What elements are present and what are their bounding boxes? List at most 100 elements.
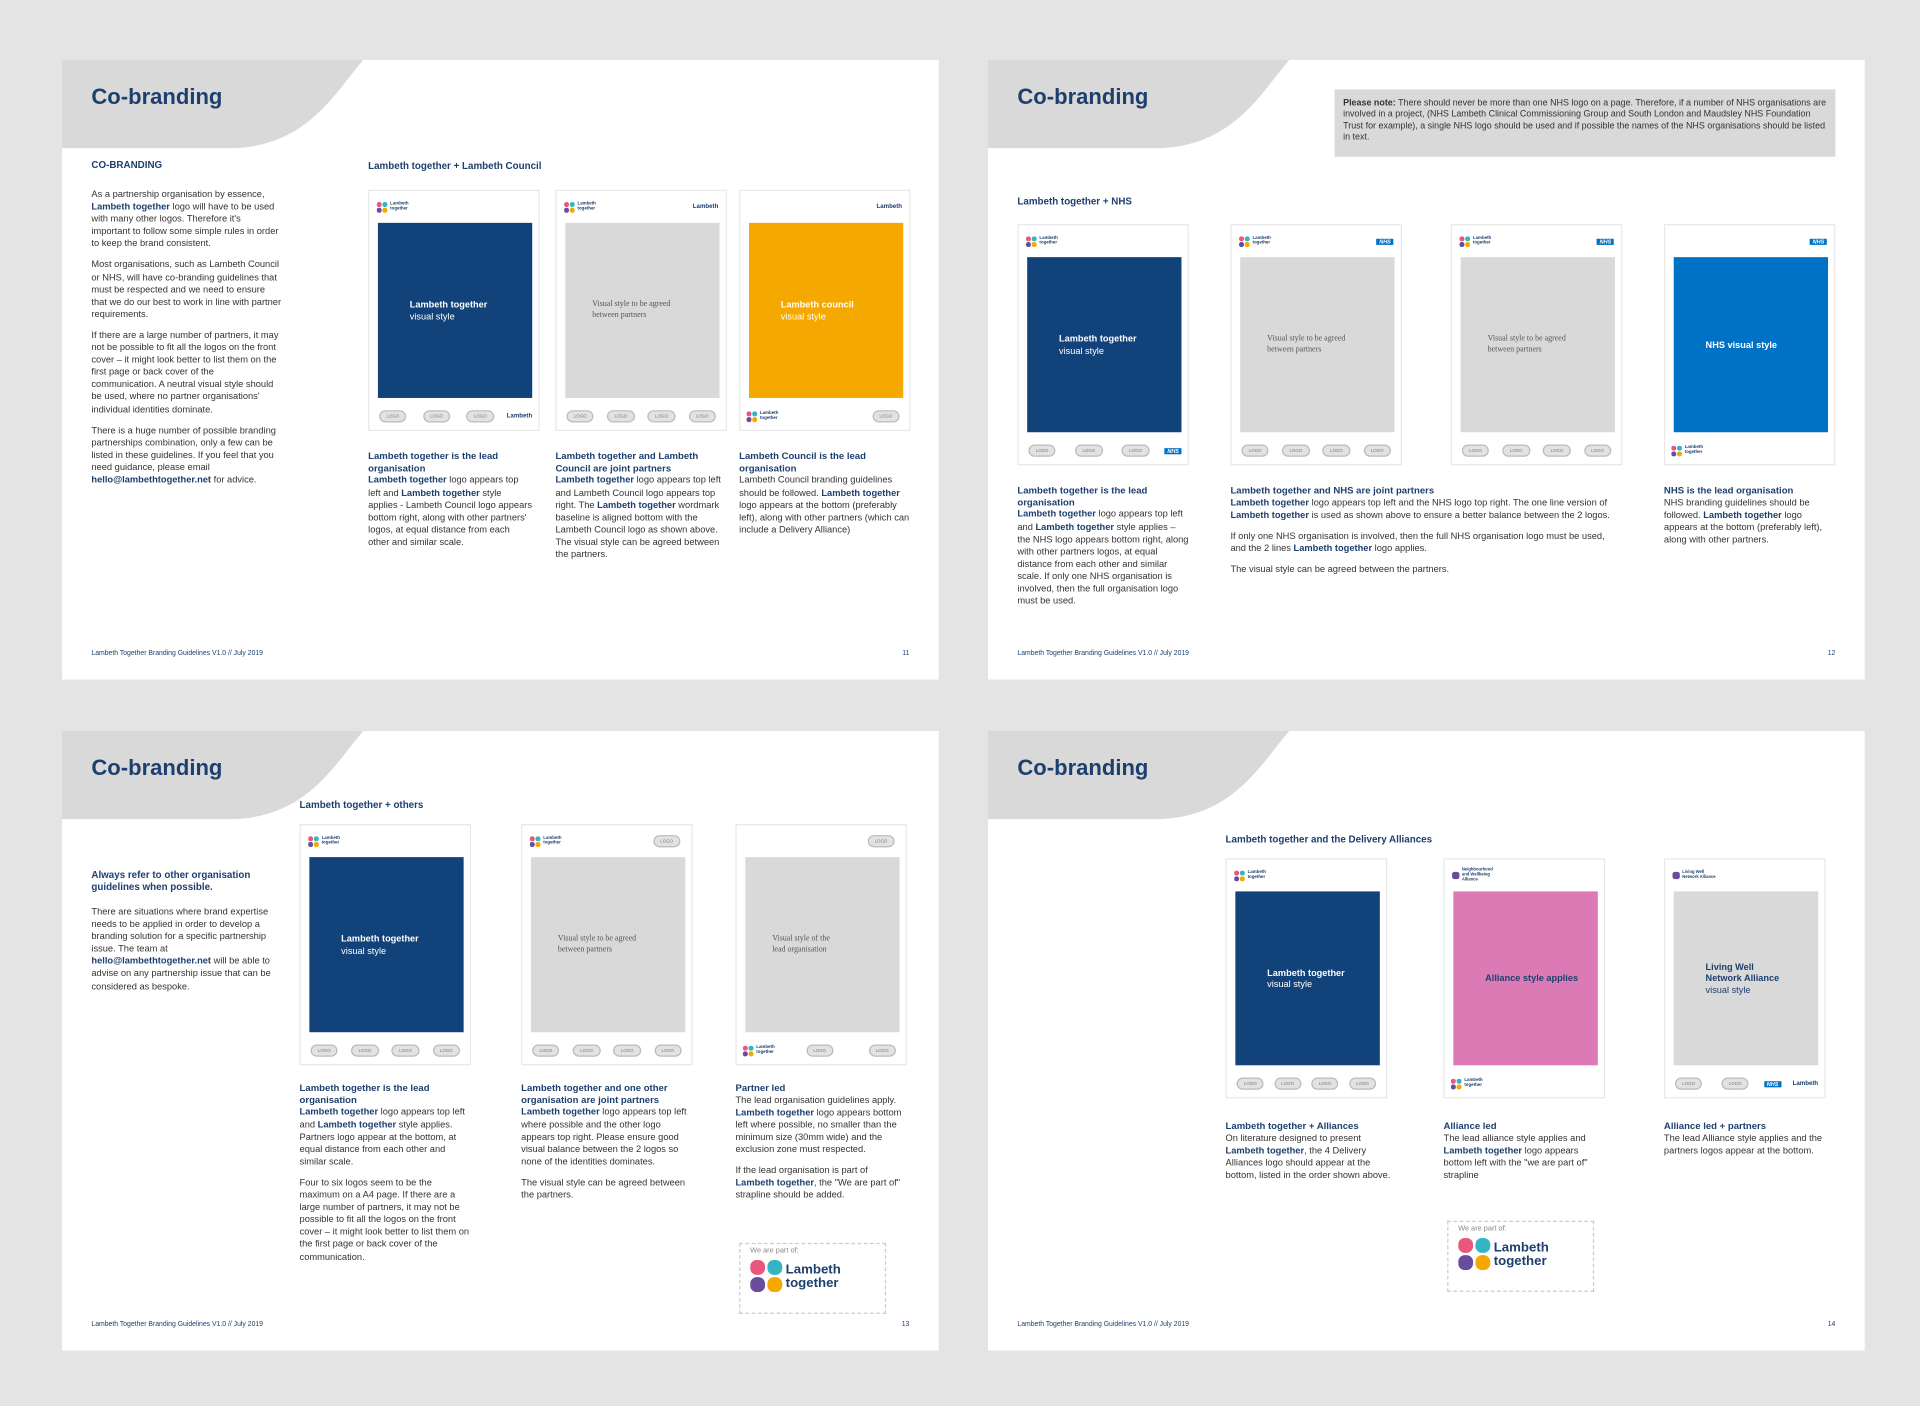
- mockup-bottom: Lambeth together LOGO: [746, 408, 904, 425]
- alliance-logo: Neighbourhood and Wellbeing Alliance: [1452, 867, 1501, 883]
- bold-text: hello@lambethtogether.net: [91, 955, 212, 967]
- logo-placeholder: LOGO: [351, 1044, 380, 1057]
- logo-line: together: [1039, 240, 1058, 245]
- bold-text: Lambeth together: [1035, 521, 1115, 533]
- mockup-panel: Lambeth together visual style: [309, 857, 465, 1033]
- bold-text: Lambeth together: [1230, 496, 1310, 508]
- logo-placeholder: LOGO: [1282, 444, 1310, 457]
- caption: NHS is the lead organisation NHS branding…: [1664, 485, 1835, 555]
- bold-text: Lambeth together: [1017, 508, 1097, 520]
- bold-text: Lambeth together: [735, 1106, 815, 1118]
- logo-line: Lambeth: [786, 1262, 842, 1277]
- panel-text: between partners: [1267, 344, 1322, 354]
- caption: Lambeth Council is the lead organisation…: [740, 451, 911, 545]
- lambeth-council-logo: Lambeth: [507, 412, 533, 421]
- logo-line: Lambeth: [1252, 235, 1271, 241]
- note-box: Please note: There should never be more …: [1334, 89, 1836, 157]
- page-number: 11: [902, 650, 910, 658]
- logo-text: Lambeth together: [1464, 1079, 1482, 1088]
- paragraph: Lambeth together logo appears top left a…: [1231, 497, 1611, 522]
- alliance-name: Neighbourhood and Wellbeing Alliance: [1462, 867, 1493, 882]
- text-run: , the 4 Delivery Alliances logo should a…: [1225, 1144, 1391, 1181]
- logo-placeholder: LOGO: [1348, 1077, 1377, 1090]
- strapline-text: We are part of:: [750, 1247, 800, 1256]
- lambeth-council-logo: Lambeth: [693, 203, 719, 211]
- text-run: logo appears at the bottom (preferably l…: [739, 499, 910, 535]
- caption: Lambeth together and one other organisat…: [522, 1082, 693, 1210]
- panel-text: Network Alliance: [1705, 972, 1780, 984]
- logo-icon: [530, 835, 541, 847]
- caption-title: NHS is the lead organisation: [1664, 484, 1794, 496]
- logo-placeholder: LOGO: [566, 410, 595, 423]
- logo-placeholder: LOGO: [607, 410, 636, 423]
- text-run: The lead Alliance style applies and the …: [1664, 1132, 1823, 1156]
- mockup-panel: Lambeth together visual style: [1027, 257, 1182, 433]
- logo-line: together: [1473, 240, 1491, 245]
- caption: Lambeth together and NHS are joint partn…: [1231, 485, 1611, 584]
- logo-placeholder: LOGO: [654, 1044, 683, 1057]
- bold-text: Lambeth together: [521, 1106, 601, 1118]
- bold-text: Lambeth together: [318, 1118, 397, 1130]
- mockup-top: Lambeth together NHS: [1459, 231, 1614, 251]
- mockup-bottom: LOGO LOGO LOGO LOGO: [1458, 442, 1615, 459]
- lambeth-council-logo: Lambeth: [1792, 1079, 1819, 1088]
- mockup: Lambeth together Lambeth together visual st…: [368, 189, 540, 432]
- logo-line: together: [577, 205, 596, 211]
- paragraph: Lambeth together logo appears top left a…: [369, 474, 534, 548]
- logo-placeholder: LOGO: [872, 410, 900, 423]
- text-run: The lead alliance style applies and: [1443, 1132, 1586, 1144]
- caption-title: Lambeth together and NHS are joint partn…: [1230, 484, 1435, 496]
- logo-line: Lambeth: [1464, 1078, 1483, 1083]
- mockup-panel: Alliance style applies: [1453, 891, 1598, 1066]
- panel-text: Visual style to be agreed: [1487, 334, 1566, 344]
- paragraph: As a partnership organisation by essence…: [92, 189, 282, 251]
- logo-text: Lambeth together: [757, 1045, 775, 1055]
- text-run: logo appears at the bottom (preferably l…: [1664, 509, 1823, 545]
- lambeth-together-logo: Lambeth together: [750, 1259, 842, 1293]
- caption-title: Lambeth together is the lead organisatio…: [368, 450, 499, 474]
- text-run: There are situations where brand experti…: [91, 906, 269, 955]
- mockup-bottom: Lambeth together LOGO LOGO: [743, 1042, 900, 1059]
- mockup-panel: Visual style to be agreed between partner…: [565, 222, 720, 398]
- caption-title: Lambeth together + Alliances: [1225, 1120, 1359, 1132]
- bold-text: Lambeth together: [368, 474, 448, 486]
- page: Co-branding Always refer to other organis…: [62, 731, 940, 1351]
- lambeth-together-logo: Lambeth together: [1234, 869, 1266, 881]
- paragraph: The lead organisation guidelines apply. …: [736, 1094, 907, 1156]
- panel-text: between partners: [558, 944, 613, 954]
- logo-placeholder: LOGO: [868, 1044, 897, 1057]
- mockup: Neighbourhood and Wellbeing Alliance Alli…: [1443, 858, 1606, 1099]
- caption-title: Lambeth Council is the lead organisation: [739, 450, 867, 474]
- mockup: Living Well Network Alliance Living Well N…: [1664, 858, 1826, 1099]
- text-run: style applies – the NHS logo appears bot…: [1017, 521, 1189, 607]
- footer-text: Lambeth Together Branding Guidelines V1.…: [91, 1321, 264, 1329]
- bold-text: Lambeth together: [1230, 509, 1310, 521]
- intro-text: As a partnership organisation by essence…: [92, 189, 282, 495]
- logo-line: together: [1684, 449, 1703, 455]
- bold-text: Lambeth together: [597, 499, 677, 511]
- mockup: Lambeth together LOGO Visual style to be ag…: [521, 824, 694, 1066]
- mockup: Lambeth together Lambeth together visual st…: [299, 824, 472, 1066]
- logo-placeholder: LOGO: [1543, 444, 1571, 457]
- text-run: style applies. Partners logo appear at t…: [299, 1118, 457, 1167]
- section-label: Lambeth together + Lambeth Council: [368, 160, 542, 172]
- lambeth-together-logo: Lambeth together: [1671, 445, 1703, 456]
- section-label: Lambeth together and the Delivery Allian…: [1225, 833, 1433, 845]
- mockup: Lambeth together NHS Visual style to be agr…: [1451, 224, 1623, 466]
- intro-text: There are situations where brand experti…: [92, 906, 288, 1001]
- logo-placeholder: LOGO: [573, 1044, 601, 1057]
- caption-title: Lambeth together is the lead organisatio…: [1017, 484, 1148, 508]
- mockup-top: Lambeth together: [1026, 231, 1180, 251]
- paragraph: If only one NHS organisation is involved…: [1231, 530, 1611, 555]
- logo-placeholder: LOGO: [867, 835, 896, 848]
- paragraph: Lambeth Council branding guidelines shou…: [740, 474, 911, 536]
- logo-line: together: [543, 839, 562, 845]
- text-run: will be able to advise on any partnershi…: [91, 955, 272, 992]
- section-label: Lambeth together + others: [299, 799, 424, 811]
- panel-text: Visual style to be agreed: [558, 934, 637, 944]
- logo-icon: [743, 1045, 754, 1056]
- logo-text: Lambeth together: [577, 202, 596, 212]
- mockup-top: Living Well Network Alliance: [1672, 866, 1817, 886]
- logo-text: Lambeth together: [1473, 236, 1491, 246]
- mockup-top: Neighbourhood and Wellbeing Alliance: [1452, 866, 1596, 886]
